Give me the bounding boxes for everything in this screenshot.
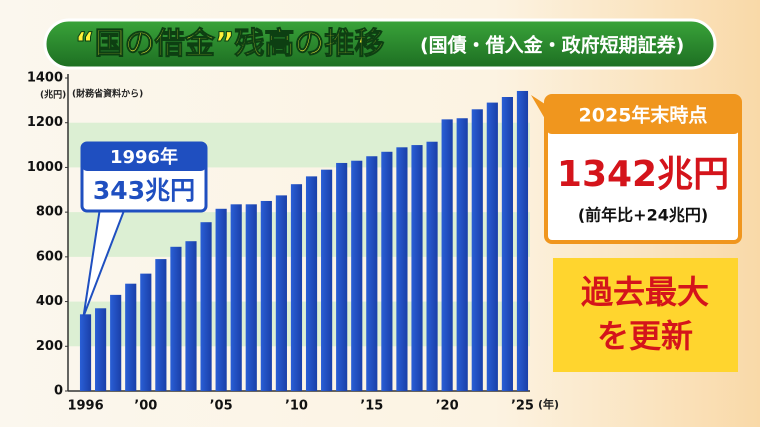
record-text: 過去最大 bbox=[581, 273, 709, 311]
bar bbox=[516, 90, 529, 392]
bar bbox=[79, 314, 92, 391]
bar bbox=[426, 141, 438, 391]
bar bbox=[441, 119, 453, 391]
title-banner bbox=[43, 18, 717, 70]
bar bbox=[260, 200, 272, 391]
bar bbox=[290, 184, 303, 391]
record-text: を更新 bbox=[597, 317, 693, 355]
panel-header bbox=[546, 96, 740, 134]
bar bbox=[185, 241, 197, 391]
bar bbox=[471, 109, 483, 392]
bar bbox=[321, 169, 333, 391]
bar bbox=[411, 145, 423, 391]
y-unit: (兆円) bbox=[40, 89, 66, 101]
bar bbox=[230, 204, 242, 391]
bar bbox=[170, 246, 182, 391]
bar bbox=[381, 151, 393, 391]
bar bbox=[140, 273, 152, 391]
x-tick-label: ’15 bbox=[360, 399, 383, 414]
bar bbox=[200, 222, 212, 391]
y-tick-label: 800 bbox=[36, 205, 63, 220]
bar bbox=[501, 97, 513, 391]
bar bbox=[366, 156, 378, 391]
bar bbox=[336, 162, 348, 391]
chart-title: “国の借金”残高の推移 bbox=[75, 27, 384, 62]
x-tick-label: ’10 bbox=[285, 399, 308, 414]
y-tick-label: 1400 bbox=[27, 71, 63, 86]
bar bbox=[456, 118, 468, 391]
y-tick-label: 1000 bbox=[27, 160, 63, 175]
bar bbox=[396, 147, 408, 391]
value-label: 1342兆円 bbox=[557, 154, 729, 195]
chart-subtitle: (国債・借入金・政府短期証券) bbox=[420, 34, 684, 57]
bar bbox=[351, 160, 363, 391]
bar bbox=[110, 294, 122, 391]
x-tick-label: ’05 bbox=[210, 399, 233, 414]
x-tick-label: ’20 bbox=[436, 399, 459, 414]
bar bbox=[305, 176, 318, 391]
bar bbox=[95, 308, 107, 391]
x-tick-label: ’00 bbox=[134, 399, 157, 414]
value-label: 343兆円 bbox=[93, 176, 195, 205]
bar bbox=[155, 259, 167, 391]
record-box bbox=[553, 258, 738, 372]
bar bbox=[215, 208, 227, 391]
y-tick-label: 600 bbox=[36, 249, 63, 264]
x-tick-label: 1996 bbox=[67, 399, 103, 414]
y-tick-label: 1200 bbox=[27, 115, 63, 130]
x-tick-label: ’25 bbox=[511, 399, 534, 414]
x-unit: (年) bbox=[538, 397, 559, 411]
bar bbox=[245, 204, 257, 391]
panel-title: 2025年末時点 bbox=[579, 104, 708, 127]
bar bbox=[486, 102, 498, 391]
source-note: (財務省資料から) bbox=[72, 88, 143, 100]
callout-title: 1996年 bbox=[110, 146, 178, 168]
y-tick-label: 400 bbox=[36, 294, 63, 309]
bar bbox=[125, 283, 137, 391]
y-tick-label: 0 bbox=[54, 384, 63, 399]
y-tick-label: 200 bbox=[36, 339, 63, 354]
panel-pointer bbox=[531, 95, 548, 124]
callout-header bbox=[82, 143, 206, 171]
bar bbox=[275, 195, 287, 391]
change-note: (前年比+24兆円) bbox=[578, 206, 708, 225]
